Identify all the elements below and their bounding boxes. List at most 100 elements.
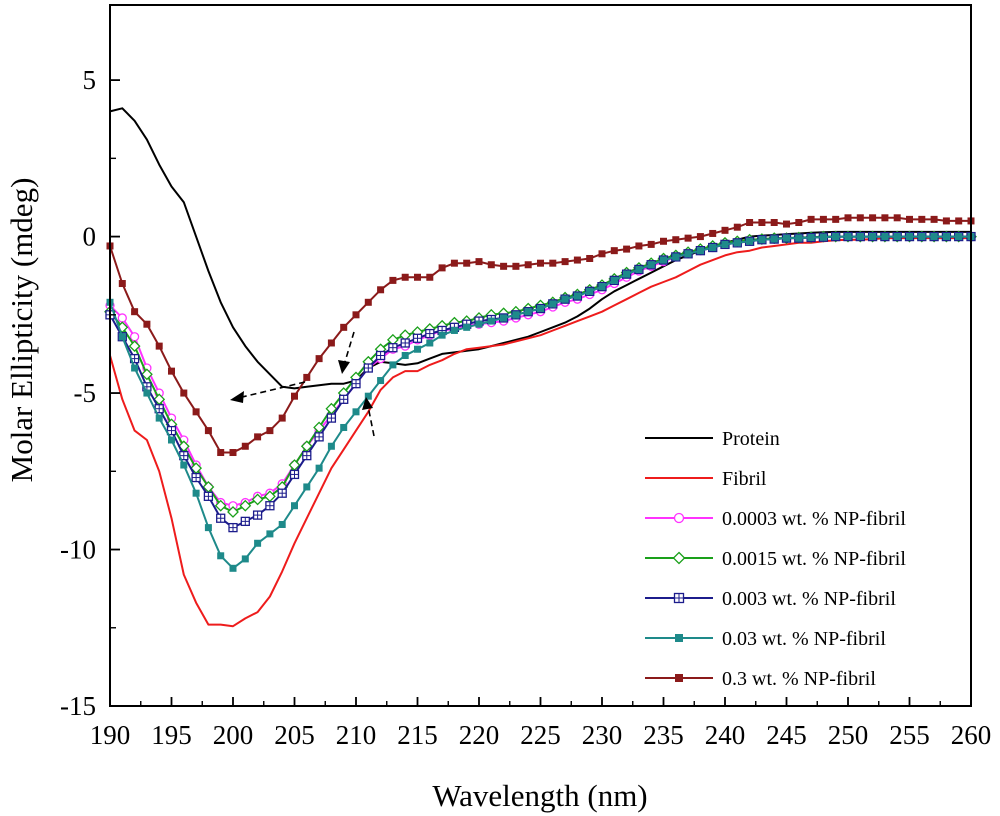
data-point (500, 314, 508, 322)
data-point (647, 261, 655, 269)
data-point (709, 244, 717, 252)
data-point (131, 364, 139, 372)
x-tick-label: 245 (766, 720, 807, 750)
legend-label: 0.0015 wt. % NP-fibril (722, 548, 906, 570)
data-point (131, 308, 139, 316)
data-point (955, 233, 963, 241)
data-point (216, 513, 226, 523)
series-6 (106, 233, 975, 572)
data-point (561, 295, 569, 303)
data-point (906, 215, 913, 223)
data-point (881, 214, 889, 222)
x-tick-label: 235 (643, 720, 684, 750)
data-point (143, 389, 151, 397)
data-point (229, 449, 237, 457)
series-3 (105, 231, 976, 511)
data-point (881, 233, 889, 241)
data-point (673, 592, 685, 604)
legend-item: 0.03 wt. % NP-fibril (645, 628, 886, 650)
data-point (388, 343, 398, 353)
data-point (363, 363, 373, 373)
data-point (586, 287, 594, 295)
data-point (672, 236, 680, 244)
series-line (109, 235, 971, 529)
data-point (352, 408, 360, 416)
data-point (291, 392, 298, 400)
data-point (128, 340, 141, 353)
data-point (783, 234, 790, 242)
data-point (573, 256, 581, 264)
data-point (278, 520, 286, 528)
data-point (487, 261, 495, 269)
y-tick-label: 0 (83, 222, 97, 252)
data-point (204, 427, 212, 435)
data-point (352, 311, 360, 319)
data-point (401, 273, 409, 281)
x-tick-label: 225 (520, 720, 561, 750)
legend: Protein Fibril 0.0003 wt. % NP-fibril 0.001… (645, 428, 906, 690)
data-point (906, 233, 913, 241)
data-point (856, 214, 864, 222)
data-point (819, 215, 827, 223)
data-point (869, 214, 877, 222)
x-tick-label: 230 (582, 720, 623, 750)
data-point (214, 499, 227, 512)
data-point (746, 218, 754, 226)
data-point (239, 499, 252, 512)
data-point (684, 250, 692, 258)
data-point (400, 338, 410, 348)
data-point (254, 433, 262, 441)
data-point (118, 280, 126, 288)
data-point (291, 502, 298, 510)
y-tick-label: -10 (60, 535, 96, 565)
annotation-arrowhead-down (338, 360, 350, 374)
data-point (377, 286, 385, 294)
data-point (140, 368, 153, 381)
data-point (463, 259, 471, 267)
data-point (942, 233, 950, 241)
data-point (364, 298, 372, 306)
x-tick-label: 190 (90, 720, 131, 750)
data-point (673, 512, 685, 524)
legend-item: 0.0015 wt. % NP-fibril (645, 548, 906, 570)
data-point (675, 634, 683, 642)
data-point (412, 333, 423, 343)
y-axis-title: Molar Ellipticity (mdeg) (4, 178, 39, 483)
data-point (487, 317, 495, 325)
annotation-arrow-up (367, 405, 375, 437)
data-point (856, 233, 864, 241)
x-axis-ticks: 190 195 200 205 210 215 220 225 230 235 240 245 250 2… (90, 697, 991, 750)
data-point (475, 320, 483, 328)
data-point (758, 218, 766, 226)
data-point (143, 320, 151, 328)
y-axis-ticks: 5 0 -5 -10 -15 (60, 65, 120, 721)
data-point (227, 506, 239, 518)
data-point (129, 332, 140, 342)
y-tick-label: -15 (60, 691, 96, 721)
data-point (228, 522, 238, 533)
data-point (327, 339, 335, 347)
legend-label: 0.03 wt. % NP-fibril (722, 628, 886, 650)
data-point (340, 323, 348, 331)
data-point (315, 355, 323, 363)
data-point (610, 276, 618, 284)
data-point (955, 217, 963, 225)
legend-label: 0.3 wt. % NP-fibril (722, 668, 876, 690)
data-point (930, 233, 938, 241)
data-point (573, 292, 581, 300)
data-point (204, 524, 212, 532)
data-point (289, 469, 300, 480)
data-point (709, 229, 717, 237)
plot-series-layer (104, 107, 977, 628)
series-line (109, 235, 971, 507)
data-point (217, 449, 225, 457)
data-point (377, 377, 385, 385)
data-point (180, 461, 188, 469)
data-point (869, 233, 877, 241)
data-point (265, 501, 275, 511)
data-point (266, 427, 274, 435)
data-point (251, 493, 264, 506)
legend-item: 0.003 wt. % NP-fibril (645, 588, 896, 610)
data-point (252, 510, 263, 520)
data-point (240, 516, 250, 527)
